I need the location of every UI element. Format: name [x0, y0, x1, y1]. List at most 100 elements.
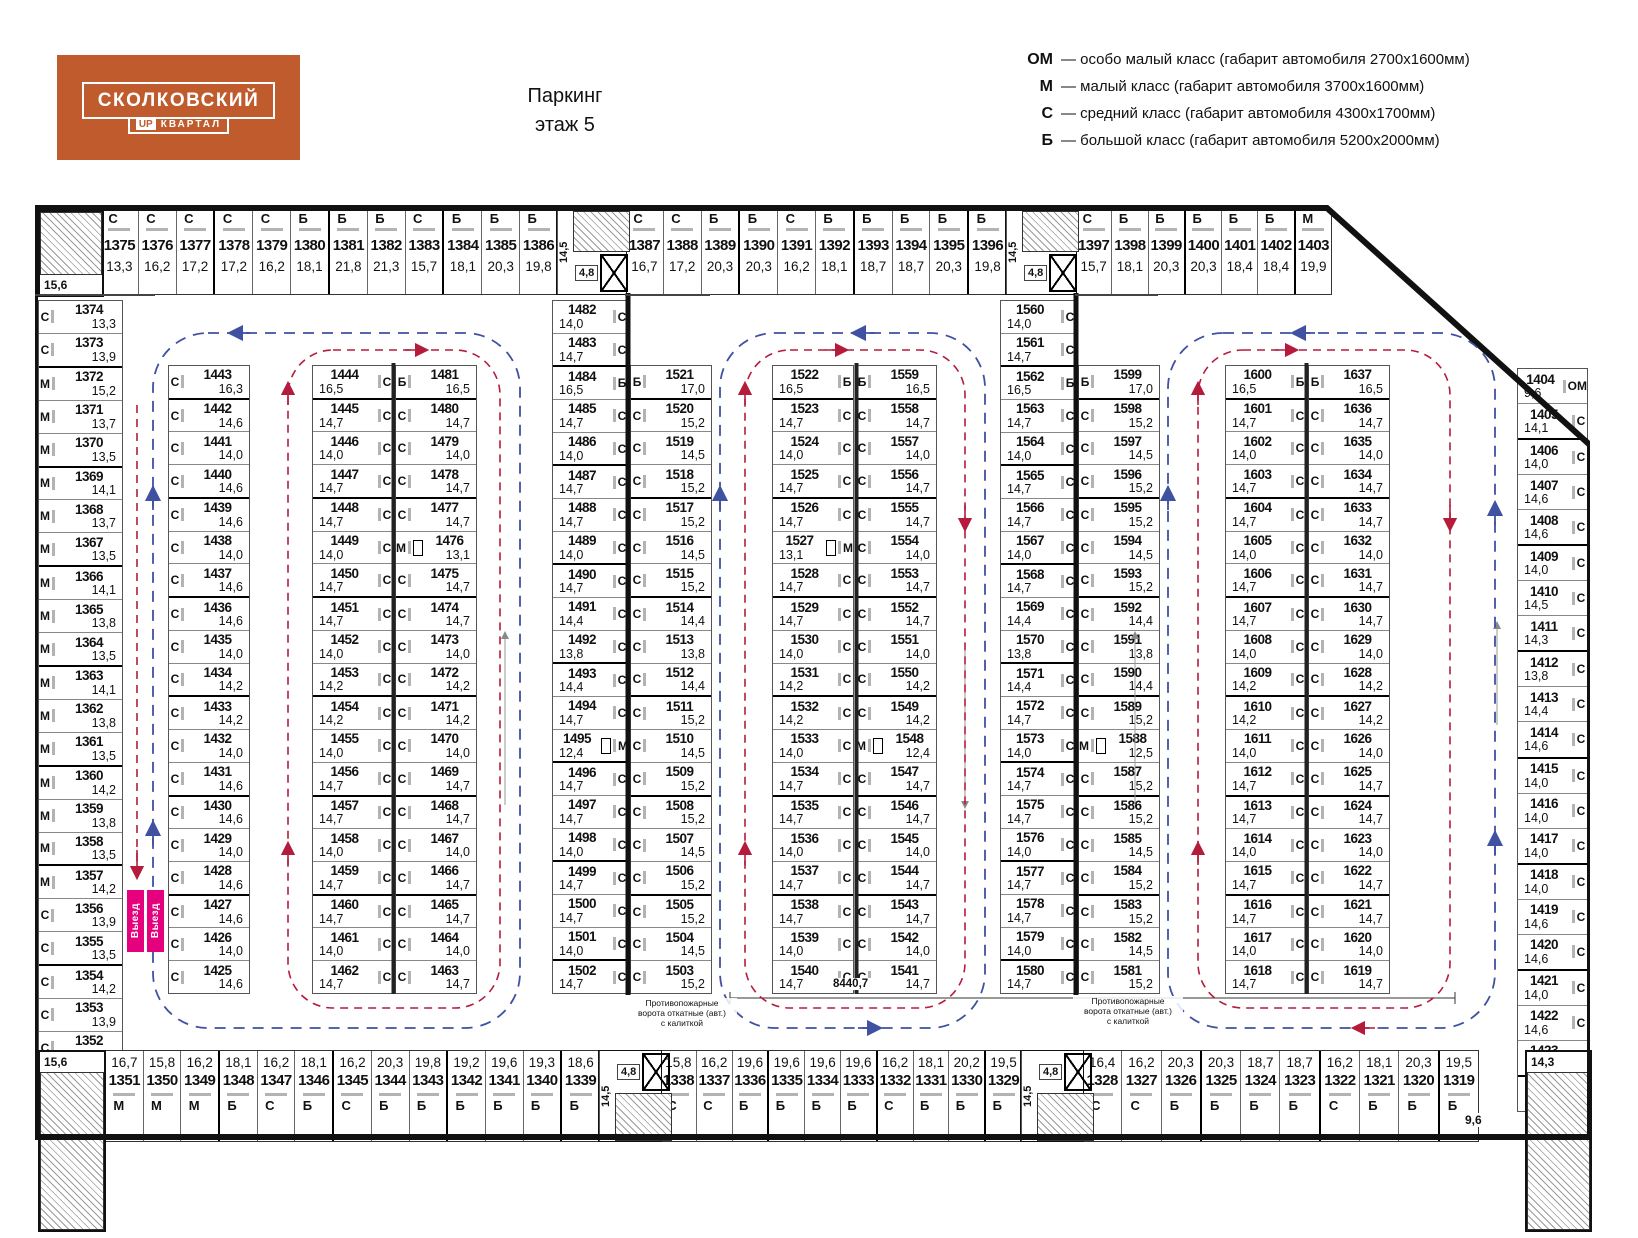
parking-spot: С 1425 14,6: [169, 960, 249, 993]
spot-number: 1408: [1529, 512, 1559, 528]
parking-spot: 1447 14,7 С: [313, 464, 393, 497]
class-tick: [1290, 805, 1294, 819]
spot-class: С: [1570, 839, 1587, 853]
spot-class: Б: [977, 211, 999, 231]
class-tick: [1060, 673, 1064, 687]
spot-class: С: [703, 1093, 725, 1113]
parking-spot: 1536 14,0 С: [773, 828, 853, 862]
spot-number: 1473: [430, 632, 459, 648]
spot-class: М: [601, 737, 628, 754]
spot-info: 1602 14,0: [1226, 435, 1289, 462]
spot-number: 1330: [951, 1072, 983, 1089]
spot-info: 1518 15,2: [648, 468, 711, 495]
spot-number: 1582: [1113, 929, 1142, 945]
spot-number: 1604: [1243, 500, 1272, 516]
parking-spot: С 1431 14,6: [169, 761, 249, 795]
spot-area: 14,4: [680, 679, 705, 694]
spot-area: 14,0: [319, 845, 344, 860]
spot-class: С: [836, 474, 853, 488]
class-tick: [643, 970, 647, 984]
class-tick: [181, 441, 185, 455]
parking-spot: С 1594 14,5: [1079, 530, 1159, 564]
parking-spot: Б 1481 16,5: [396, 366, 476, 398]
spot-info: 1366 14,1: [56, 570, 122, 597]
spot-info: 1432 14,0: [186, 732, 249, 759]
spot-class: С: [376, 375, 393, 389]
parking-spot: С 1438 14,0: [169, 530, 249, 564]
spot-class: С: [1083, 211, 1105, 231]
spot-class: М: [826, 539, 853, 556]
class-tick: [181, 772, 185, 786]
class-tick: [1060, 739, 1064, 753]
spot-class: Б: [1289, 1093, 1311, 1113]
class-tick: [1321, 706, 1325, 720]
spot-class: С: [836, 937, 853, 951]
spot-class: С: [169, 541, 186, 555]
spot-info: 1462 14,7: [313, 964, 376, 991]
class-tick: [181, 871, 185, 885]
parking-spot: М 1366 14,1: [39, 565, 122, 600]
parking-spot: С 1466 14,7: [396, 861, 476, 894]
parking-spot: 19,6 1333 Б: [839, 1051, 876, 1141]
parking-spot: 1618 14,7 С: [1226, 960, 1306, 993]
spot-area: 21,3: [373, 259, 400, 274]
spot-area: 16,7: [631, 259, 658, 274]
spot-area: 14,0: [445, 745, 470, 760]
spot-area: 14,7: [445, 977, 470, 992]
parking-spot: Б 1386 19,8: [519, 211, 557, 294]
class-tick: [181, 640, 185, 654]
spot-info: 1633 14,7: [1326, 501, 1389, 528]
parking-spot: 1580 14,7 С: [1001, 959, 1076, 994]
spot-number: 1374: [74, 302, 104, 318]
spot-class: С: [611, 772, 628, 786]
class-tick: [181, 409, 185, 423]
class-tick: [868, 474, 872, 488]
spot-number: 1422: [1529, 1008, 1559, 1024]
spot-info: 1428 14,6: [186, 864, 249, 891]
spot-class: С: [39, 908, 56, 922]
spot-class: С: [396, 871, 413, 885]
spot-area: 14,0: [1232, 547, 1257, 562]
parking-spot: С 1556 14,7: [856, 464, 936, 497]
spot-info: 1577 14,7: [1001, 865, 1059, 892]
parking-row-top-mid: С 1387 16,7 С 1388 17,2 Б 1389 20,3 Б 1390 20,3 С 139…: [625, 210, 1007, 295]
stairwell-top-left: 15,6: [38, 210, 104, 297]
parking-spot: 1486 14,0 С: [553, 431, 628, 465]
spot-class: С: [1079, 706, 1096, 720]
parking-spot: Б 1395 20,3: [929, 211, 968, 294]
spot-number: 1561: [1015, 335, 1045, 350]
parking-spot: С 1512 14,4: [631, 662, 711, 696]
spot-info: 1440 14,6: [186, 468, 249, 495]
spot-info: 1463 14,7: [413, 964, 476, 991]
spot-class: С: [223, 211, 245, 231]
class-tick: [868, 672, 872, 686]
spot-class: С: [631, 739, 648, 753]
spot-area: 14,7: [779, 481, 804, 496]
spot-info: 1536 14,0: [773, 832, 836, 859]
spot-info: 1416 14,0: [1518, 797, 1570, 824]
class-tick: [868, 871, 872, 885]
spot-number: 1512: [665, 664, 694, 680]
parking-spot: М 1370 13,5: [39, 432, 122, 466]
class-tick: [1321, 772, 1325, 786]
class-tick: [1571, 520, 1575, 534]
parking-spot: 1488 14,7 С: [553, 498, 628, 531]
class-tick: [52, 709, 55, 723]
parking-spot: 1450 14,7 С: [313, 563, 393, 597]
spot-number: 1552: [890, 599, 919, 615]
spot-area: 13,7: [91, 516, 116, 531]
spot-info: 1598 15,2: [1096, 402, 1159, 429]
spot-area: 14,7: [319, 812, 344, 827]
spot-area: 14,0: [1524, 775, 1549, 790]
class-tick: [1091, 375, 1095, 389]
parking-spot: С 1513 13,8: [631, 629, 711, 663]
spot-class: С: [1570, 485, 1587, 499]
spot-class: С: [611, 607, 628, 621]
parking-spot: С 1468 14,7: [396, 794, 476, 829]
spot-area: 15,2: [680, 778, 705, 793]
spot-class: С: [1570, 981, 1587, 995]
spot-info: 1532 14,2: [773, 700, 836, 727]
spot-class: С: [1079, 805, 1096, 819]
spot-number: 1601: [1243, 401, 1272, 417]
parking-spot: С 1439 14,6: [169, 496, 249, 531]
